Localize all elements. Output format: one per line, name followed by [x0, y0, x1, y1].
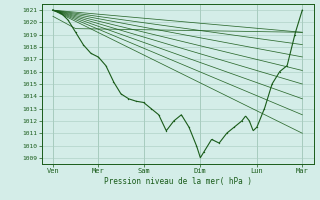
X-axis label: Pression niveau de la mer( hPa ): Pression niveau de la mer( hPa ): [104, 177, 252, 186]
